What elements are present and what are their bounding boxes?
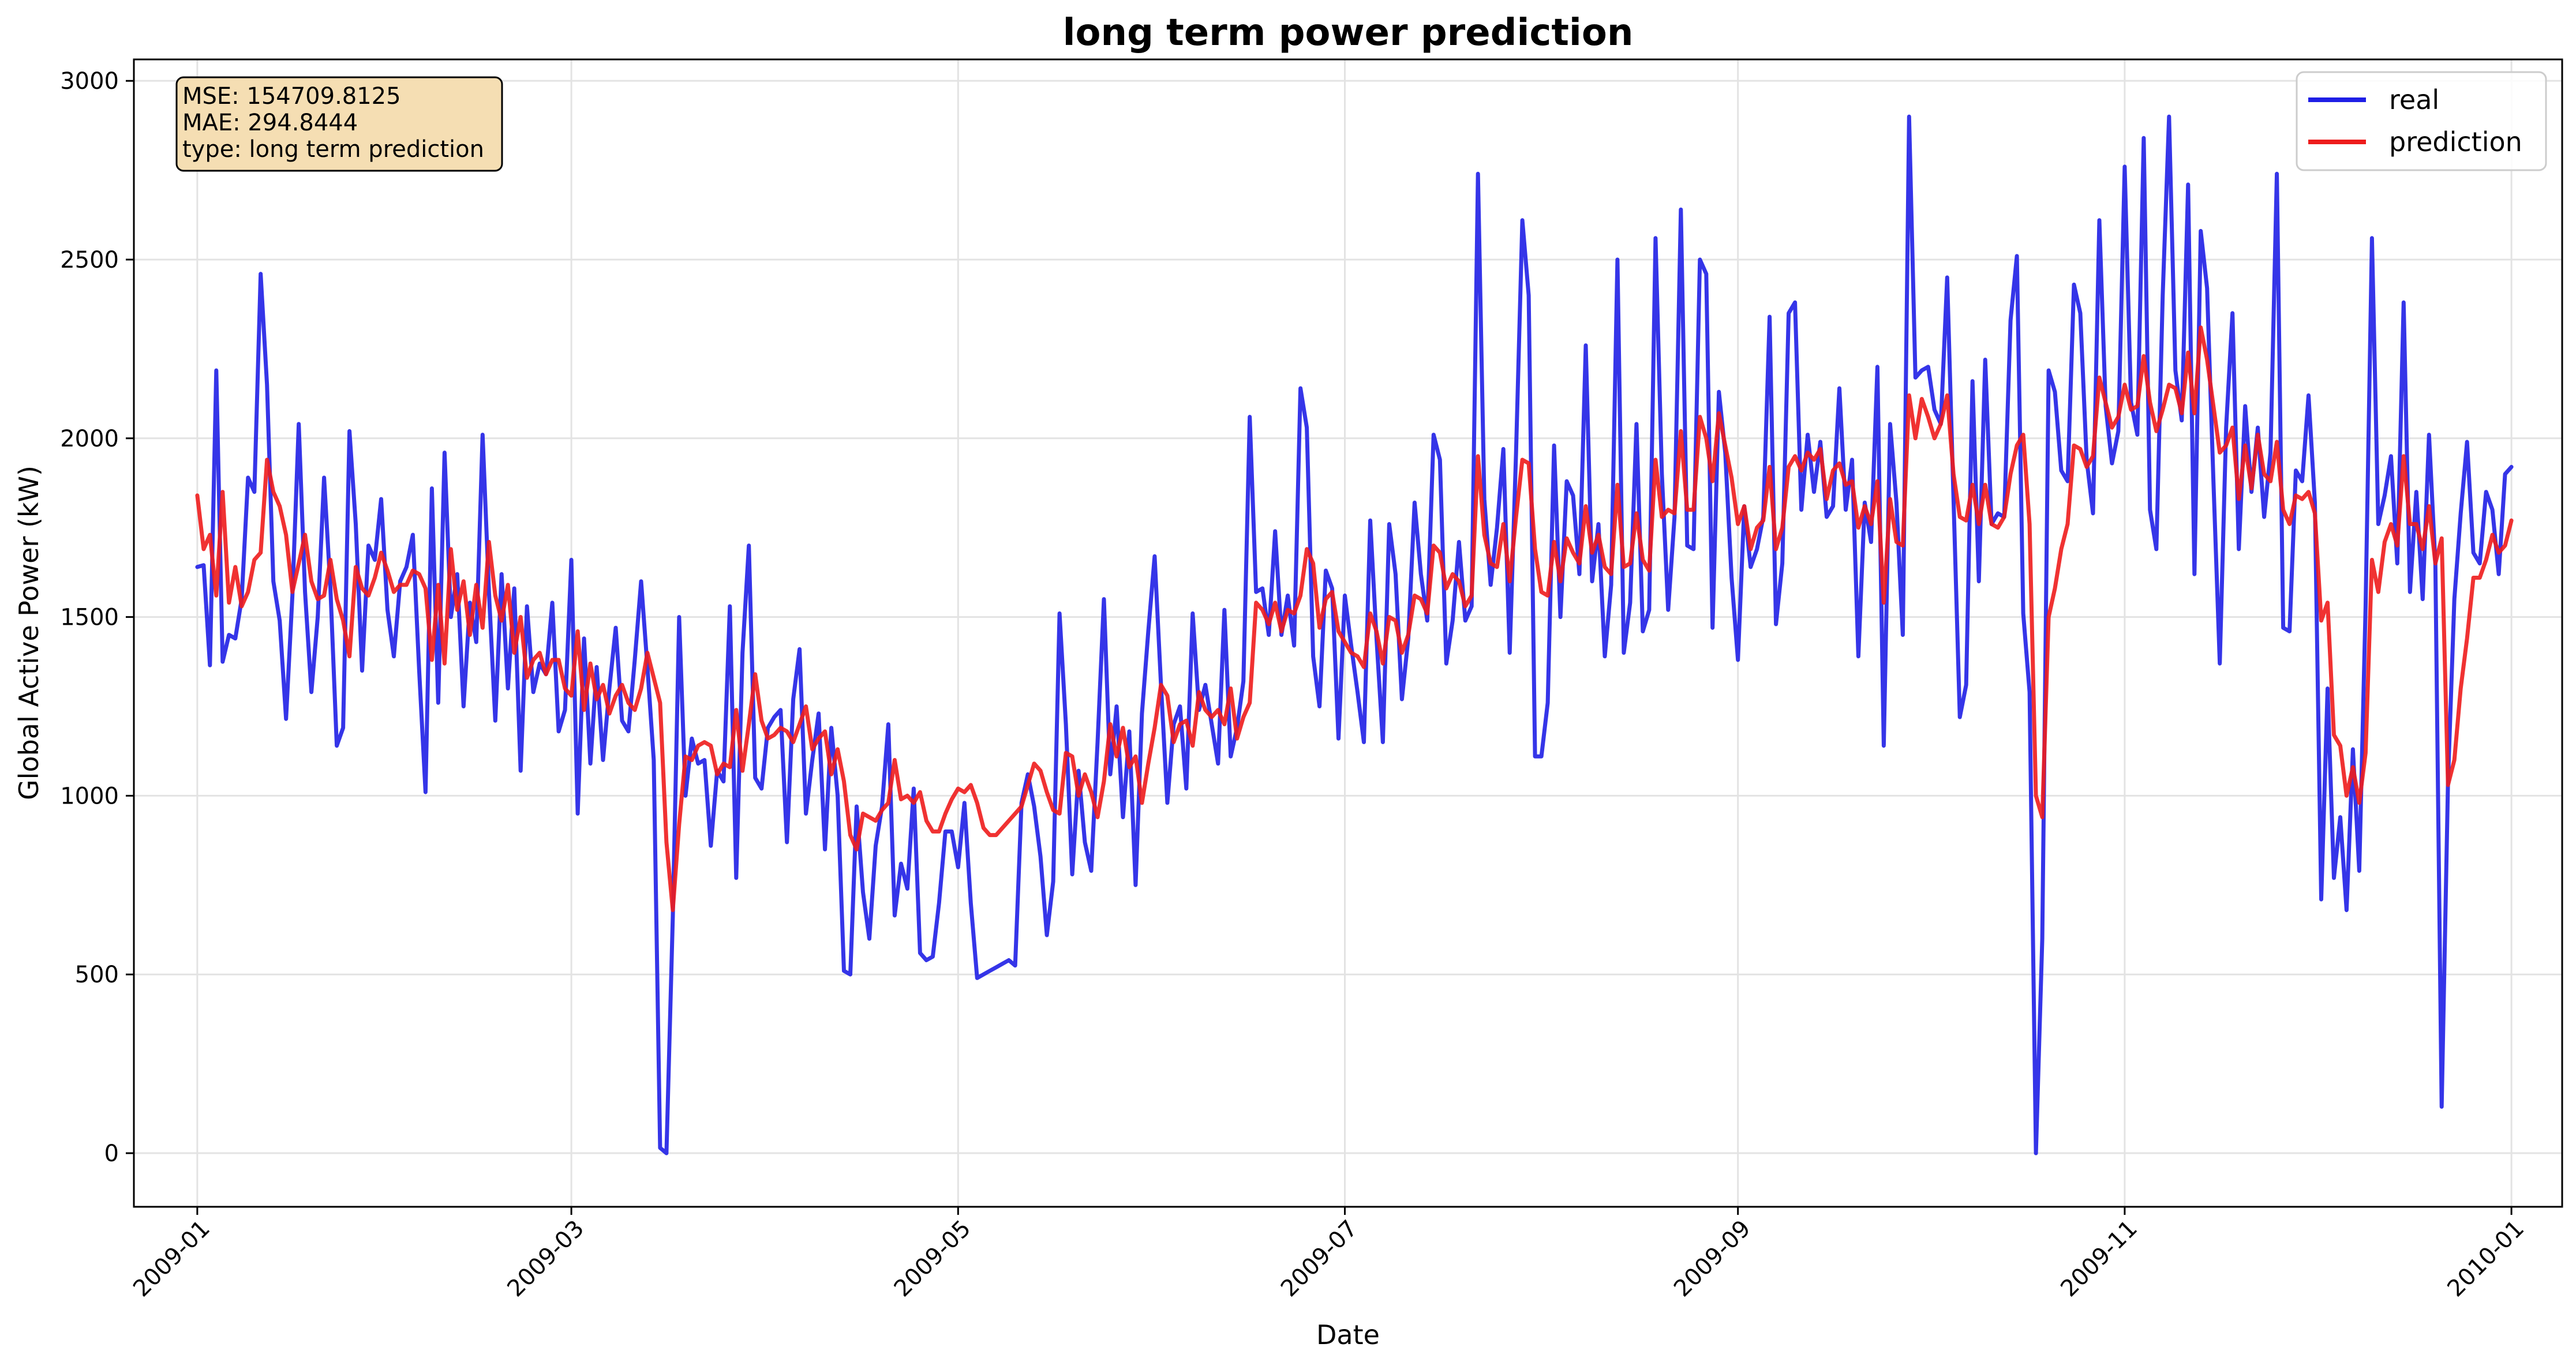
legend-frame — [2296, 71, 2547, 171]
legend-label-prediction: prediction — [2389, 126, 2522, 157]
y-axis: 0 500 1000 1500 2000 2500 3000 — [60, 68, 134, 1167]
stats-box: MSE: 154709.8125 MAE: 294.8444 type: lon… — [175, 76, 503, 172]
series-layer — [195, 114, 2514, 1155]
y-tick-label: 0 — [104, 1140, 119, 1167]
legend: real prediction — [2296, 71, 2547, 171]
y-tick-label: 2500 — [60, 247, 119, 273]
series-line-real — [195, 114, 2514, 1155]
x-axis-label: Date — [1316, 1319, 1380, 1350]
series-line-prediction — [195, 325, 2514, 913]
stats-type: type: long term prediction — [182, 136, 484, 163]
y-tick-label: 3000 — [60, 68, 119, 95]
y-axis-label: Global Active Power (kW) — [13, 466, 44, 800]
y-tick-label: 1500 — [60, 605, 119, 631]
y-tick-label: 500 — [75, 962, 119, 988]
y-tick-label: 1000 — [60, 783, 119, 809]
chart-title: long term power prediction — [1063, 12, 1634, 54]
stats-box-background — [175, 76, 503, 172]
stats-mse: MSE: 154709.8125 — [182, 83, 401, 110]
legend-label-real: real — [2389, 84, 2439, 115]
y-tick-label: 2000 — [60, 426, 119, 452]
plot-frame — [133, 58, 2563, 1208]
stats-mae: MAE: 294.8444 — [182, 110, 358, 136]
